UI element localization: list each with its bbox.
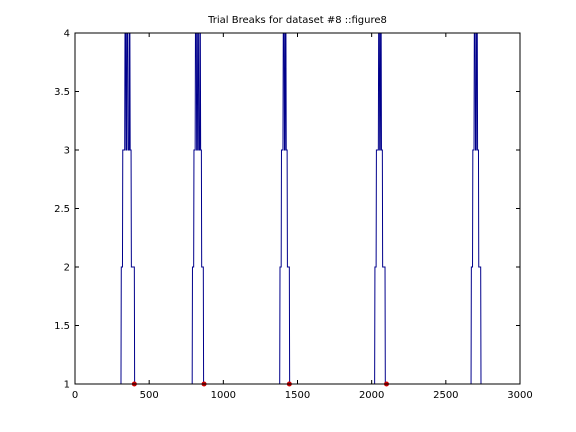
x-tick-label: 3000 — [507, 390, 532, 401]
x-axis-ticks: 0 500 1000 1500 2000 2500 3000 — [72, 33, 533, 401]
x-tick-label: 500 — [140, 390, 159, 401]
axes-background — [75, 33, 520, 384]
y-tick-label: 2.5 — [54, 204, 70, 215]
series-group — [120, 32, 483, 385]
x-tick-label: 1500 — [285, 390, 310, 401]
x-tick-label: 1000 — [211, 390, 236, 401]
y-tick-label: 1 — [64, 380, 70, 391]
chart-title: Trial Breaks for dataset #8 ::figure8 — [207, 15, 387, 26]
x-tick-label: 0 — [72, 390, 78, 401]
y-tick-label: 2 — [64, 263, 70, 274]
y-tick-label: 3 — [64, 146, 70, 157]
y-tick-label: 3.5 — [54, 87, 70, 98]
y-axis-ticks: 1 1.5 2 2.5 3 3.5 4 — [54, 29, 520, 391]
series-line-1 — [120, 32, 483, 385]
y-tick-label: 1.5 — [54, 321, 70, 332]
y-tick-label: 4 — [64, 29, 70, 40]
x-tick-label: 2500 — [433, 390, 458, 401]
x-tick-label: 2000 — [359, 390, 384, 401]
axes: 0 500 1000 1500 2000 2500 3000 1 1.5 2 2.5 3 3.5 4 — [54, 29, 533, 402]
